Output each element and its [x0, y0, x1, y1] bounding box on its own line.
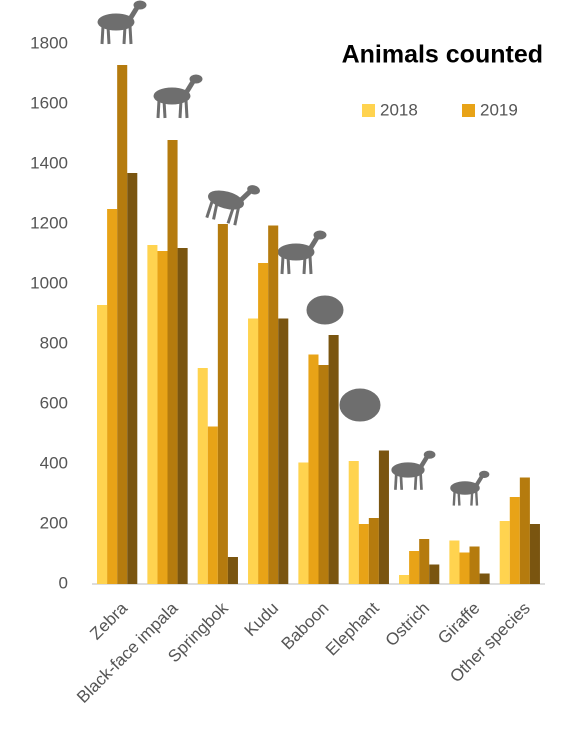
- chart: Animals counted 0 200 400 600 800 1000 1200 140…: [0, 0, 569, 738]
- chart-title: Animals counted: [342, 41, 543, 69]
- bar: [218, 224, 228, 584]
- bar: [369, 518, 379, 584]
- bar: [379, 451, 389, 585]
- bar: [198, 368, 208, 584]
- bar: [530, 524, 540, 584]
- legend-label: 2018: [380, 100, 418, 119]
- bar: [409, 551, 419, 584]
- bar: [459, 553, 469, 585]
- x-tick-label: Kudu: [241, 599, 283, 641]
- bar: [359, 524, 369, 584]
- y-tick-label: 1800: [30, 33, 68, 52]
- bar: [147, 245, 157, 584]
- bar: [268, 226, 278, 585]
- bar: [419, 539, 429, 584]
- bar: [208, 427, 218, 585]
- y-tick-label: 200: [40, 513, 68, 532]
- bar: [228, 557, 238, 584]
- bar: [107, 209, 117, 584]
- bar: [168, 140, 178, 584]
- bar: [258, 263, 268, 584]
- bar: [429, 565, 439, 585]
- bar: [319, 365, 329, 584]
- x-tick-label: Giraffe: [434, 599, 483, 648]
- x-tick-label: Elephant: [322, 598, 383, 659]
- bar: [278, 319, 288, 585]
- legend-swatch: [362, 104, 375, 117]
- y-tick-label: 1400: [30, 153, 68, 172]
- bar: [97, 305, 107, 584]
- legend-swatch: [462, 104, 475, 117]
- x-tick-label: Ostrich: [382, 599, 434, 651]
- legend-label: 2019: [480, 100, 518, 119]
- bar: [157, 251, 167, 584]
- bar: [349, 461, 359, 584]
- bar: [520, 478, 530, 585]
- bar: [298, 463, 308, 585]
- bar: [308, 355, 318, 585]
- bar: [449, 541, 459, 585]
- bar: [329, 335, 339, 584]
- bar: [178, 248, 188, 584]
- y-tick-label: 1200: [30, 213, 68, 232]
- y-tick-label: 1000: [30, 273, 68, 292]
- bar: [500, 521, 510, 584]
- y-tick-label: 1600: [30, 93, 68, 112]
- y-tick-label: 400: [40, 453, 68, 472]
- bar: [117, 65, 127, 584]
- x-tick-label: Zebra: [86, 598, 131, 643]
- y-tick-label: 800: [40, 333, 68, 352]
- bar: [510, 497, 520, 584]
- bar: [470, 547, 480, 585]
- y-tick-label: 0: [59, 573, 68, 592]
- y-tick-label: 600: [40, 393, 68, 412]
- bar: [480, 574, 490, 585]
- bar: [248, 319, 258, 585]
- bar: [127, 173, 137, 584]
- bar: [399, 575, 409, 584]
